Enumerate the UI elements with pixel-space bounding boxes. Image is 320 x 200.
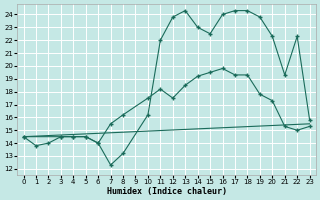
X-axis label: Humidex (Indice chaleur): Humidex (Indice chaleur) (107, 187, 227, 196)
